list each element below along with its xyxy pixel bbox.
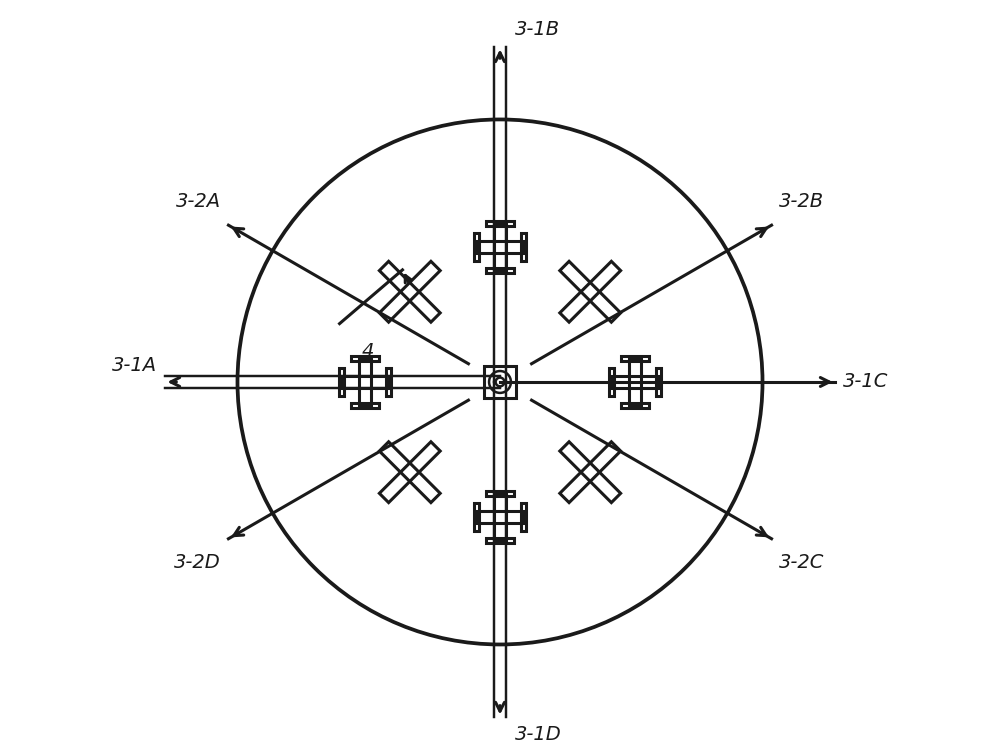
- Text: 3-2D: 3-2D: [174, 554, 221, 572]
- Text: 3-1A: 3-1A: [112, 355, 157, 375]
- Text: 3-1C: 3-1C: [843, 373, 888, 391]
- Text: 3-1D: 3-1D: [515, 725, 561, 744]
- Text: 3-1B: 3-1B: [515, 20, 560, 39]
- Text: 3-2A: 3-2A: [176, 191, 221, 211]
- Bar: [484, 366, 516, 398]
- Text: 4: 4: [361, 342, 374, 361]
- Text: 3-2C: 3-2C: [779, 554, 824, 572]
- Text: 3-2B: 3-2B: [779, 191, 824, 211]
